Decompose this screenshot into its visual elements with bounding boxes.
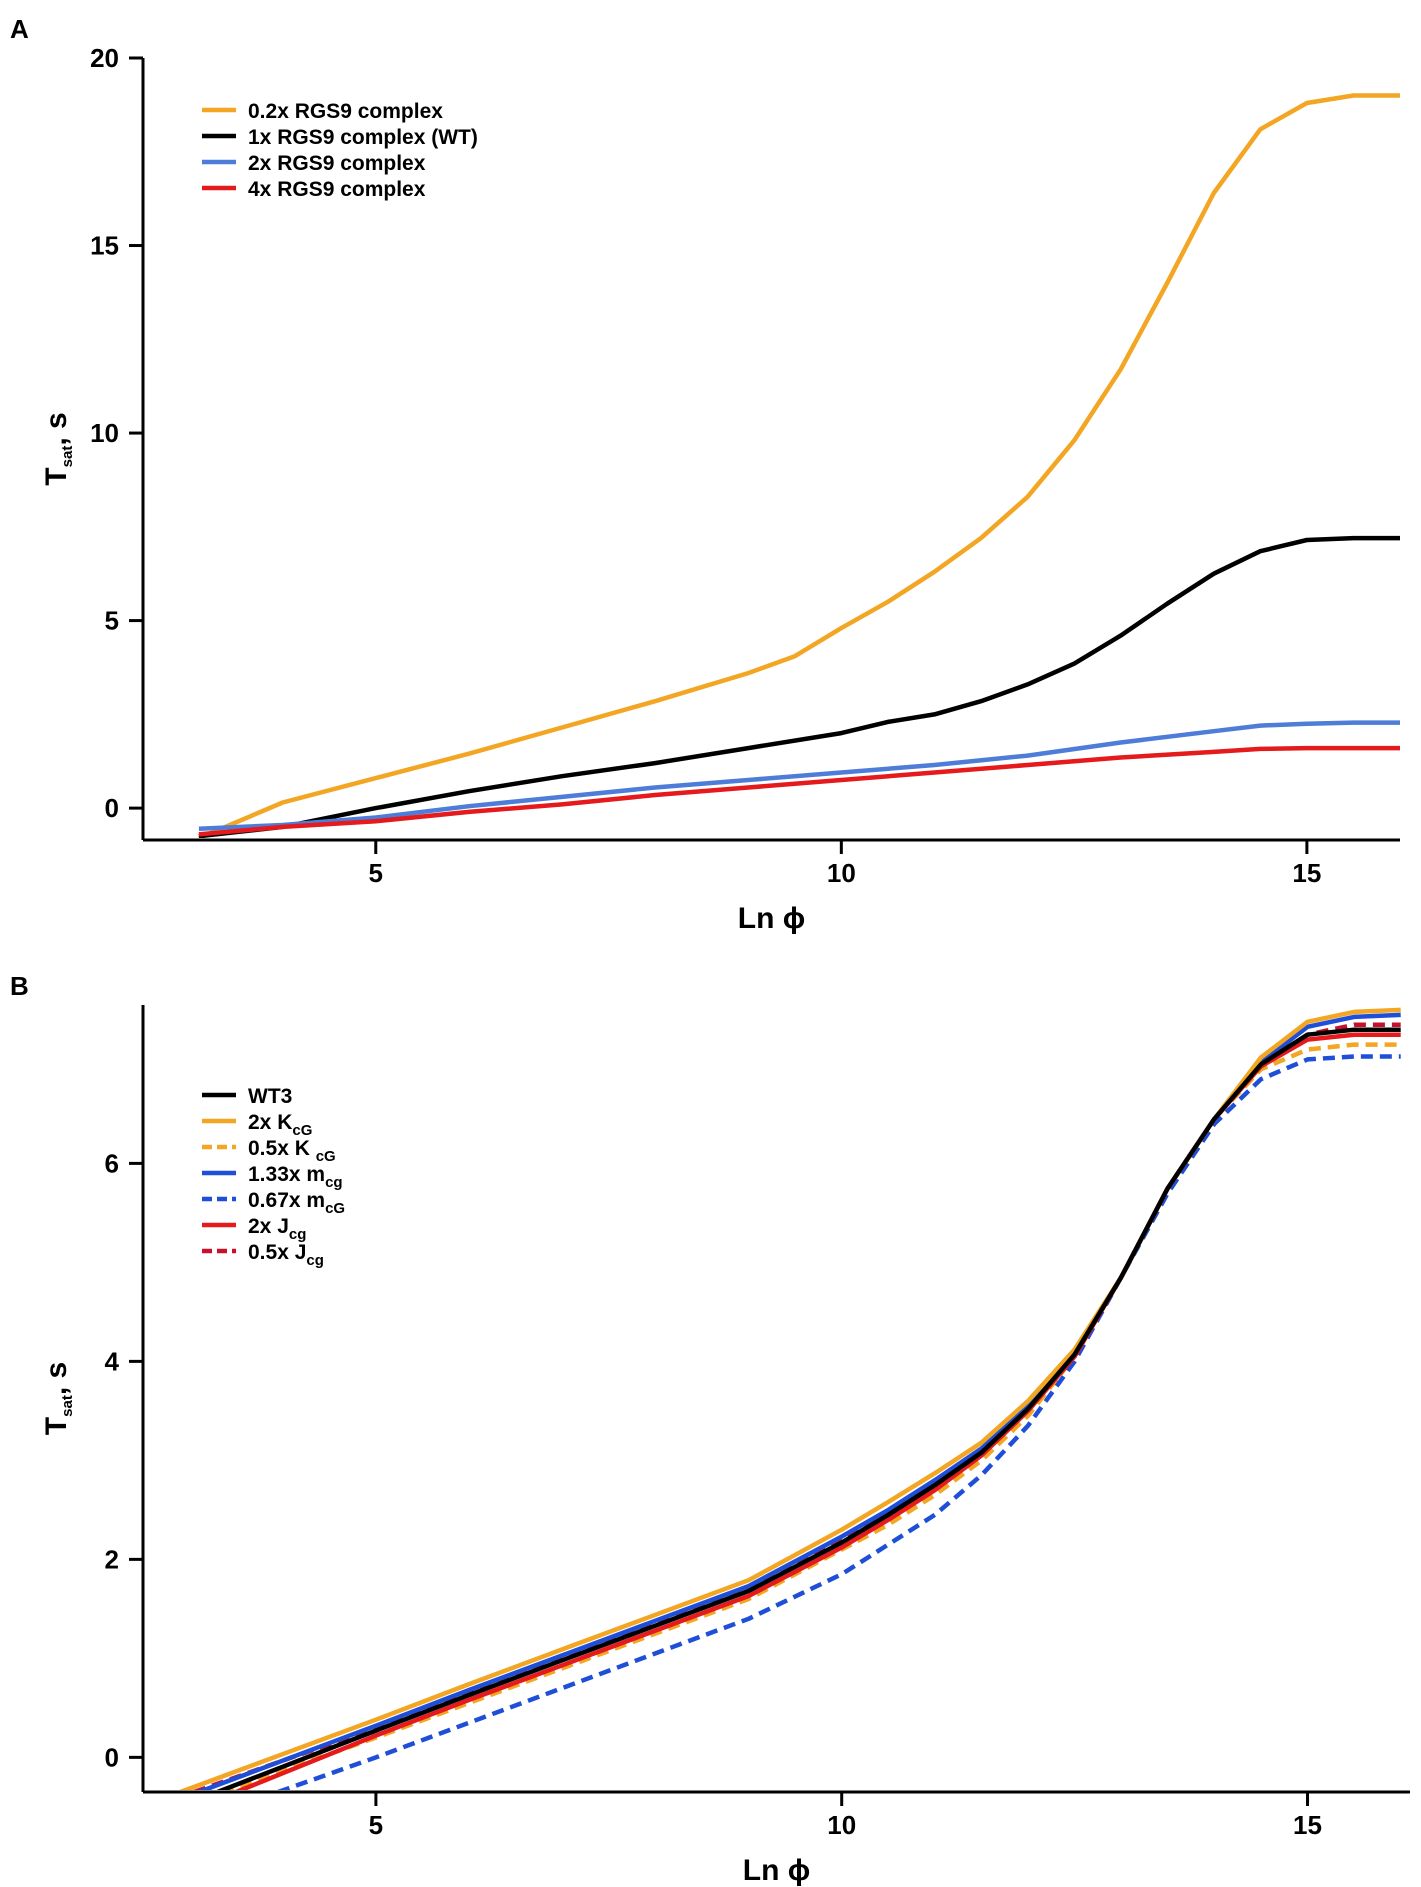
legend-entry-label-part-0: 4x RGS9 complex [248, 178, 426, 201]
y-tick-label: 5 [105, 606, 119, 636]
x-axis-title: Ln ϕ [738, 902, 805, 935]
legend-entry-label: WT3 [248, 1085, 292, 1108]
y-axis-title-part-1: sat [59, 446, 76, 468]
legend-entry-label: 0.5x K cG [248, 1137, 336, 1165]
y-axis-title-part-2: , s [40, 1362, 73, 1395]
legend-entry-label-part-0: 0.67x m [248, 1189, 325, 1212]
legend-entry-label-part-0: 0.5x K [248, 1137, 316, 1160]
legend-entry-label-part-1: cg [289, 1226, 307, 1243]
legend-entry-label-part-1: cg [325, 1174, 343, 1191]
series-group [179, 1007, 1401, 1790]
x-tick-label: 10 [827, 858, 856, 888]
legend-entry-label: 2x RGS9 complex [248, 152, 426, 175]
panel-label: A [10, 14, 29, 44]
y-tick-label: 2 [105, 1544, 119, 1574]
y-tick-label: 6 [105, 1148, 119, 1178]
series-line-0-5x-k [221, 1042, 1401, 1790]
legend-entry-label-part-0: 2x J [248, 1215, 289, 1238]
series-line-2x-j [235, 1032, 1401, 1790]
legend-entry-label: 0.5x Jcg [248, 1241, 324, 1269]
x-axis-title: Ln ϕ [743, 1854, 810, 1887]
legend-entry-label: 1x RGS9 complex (WT) [248, 126, 478, 149]
series-line-0-5x-j [193, 1022, 1401, 1790]
panel-label: B [10, 971, 29, 1001]
y-tick-label: 0 [105, 793, 119, 823]
x-tick-label: 5 [369, 858, 383, 888]
legend-entry-label-part-0: 2x K [248, 1111, 292, 1134]
x-tick-label: 15 [1293, 1810, 1322, 1840]
y-axis-title: Tsat, s [40, 1362, 76, 1435]
legend-entry-label-part-1: cG [292, 1122, 312, 1139]
x-tick-label: 15 [1292, 858, 1321, 888]
legend-entry-label: 2x KcG [248, 1111, 312, 1139]
legend: 0.2x RGS9 complex 1x RGS9 complex (WT) 2x … [202, 100, 478, 201]
y-tick-label: 4 [105, 1346, 120, 1376]
y-axis-title-part-0: T [40, 467, 73, 485]
series-line-2x-rgs9-complex [198, 720, 1400, 831]
series-line-0-67x-m [277, 1054, 1401, 1790]
series-line-wt3 [216, 1027, 1401, 1790]
legend-entry-label-part-0: 1.33x m [248, 1163, 325, 1186]
legend-entry-label: 0.67x mcG [248, 1189, 345, 1217]
y-tick-label: 10 [90, 418, 119, 448]
legend-entry-label: 2x Jcg [248, 1215, 306, 1243]
y-axis-title: Tsat, s [40, 412, 76, 485]
y-tick-label: 0 [105, 1742, 119, 1772]
legend-entry-label-part-0: 1x RGS9 complex (WT) [248, 126, 478, 149]
legend-entry-label-part-1: cG [316, 1148, 336, 1165]
series-group [198, 93, 1400, 838]
x-tick-label: 10 [827, 1810, 856, 1840]
legend-entry-label-part-0: 2x RGS9 complex [248, 152, 426, 175]
legend-entry-label: 0.2x RGS9 complex [248, 100, 443, 123]
panel-a: A 5 10 15 0 5 10 15 20 Ln ϕ Tsat, s 0.2x RGS9 compl… [10, 14, 1400, 935]
legend-entry-label: 4x RGS9 complex [248, 178, 426, 201]
series-line-0-2x-rgs9-complex [198, 93, 1400, 838]
y-axis-title-part-1: sat [59, 1395, 76, 1417]
legend-entry-label-part-0: 0.2x RGS9 complex [248, 100, 443, 123]
series-line-1x-rgs9-complex-wt- [198, 535, 1400, 838]
legend-entry-label-part-0: WT3 [248, 1085, 292, 1108]
legend-entry-label-part-0: 0.5x J [248, 1241, 306, 1264]
y-tick-label: 15 [90, 231, 119, 261]
y-axis-title-part-0: T [40, 1417, 73, 1435]
legend-entry-label: 1.33x mcg [248, 1163, 343, 1191]
legend-entry-label-part-1: cG [325, 1200, 345, 1217]
legend-entry-label-part-1: cg [306, 1252, 324, 1269]
x-tick-label: 5 [369, 1810, 383, 1840]
series-line-1-33x-m [198, 1012, 1401, 1790]
y-axis-title-part-2: , s [40, 412, 73, 445]
y-tick-label: 20 [90, 43, 119, 73]
series-line-4x-rgs9-complex [198, 745, 1400, 837]
series-line-2x-k [179, 1007, 1401, 1790]
